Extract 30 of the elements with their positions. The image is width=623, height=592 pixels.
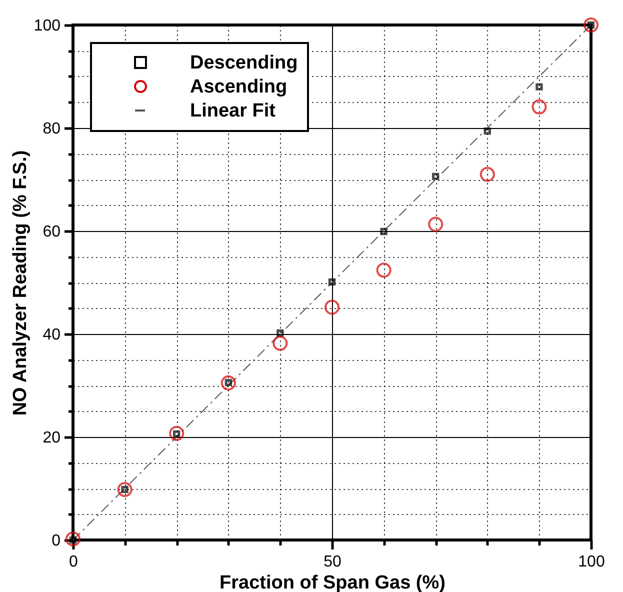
legend-label: Descending bbox=[190, 52, 298, 74]
y-tick-label: 80 bbox=[42, 120, 61, 138]
y-axis-title: NO Analyzer Reading (% F.S.) bbox=[10, 150, 31, 416]
point bbox=[484, 127, 491, 135]
x-tick-label: 50 bbox=[324, 554, 342, 570]
point bbox=[380, 228, 388, 236]
y-tick-label: 60 bbox=[42, 224, 61, 240]
point bbox=[428, 216, 444, 232]
x-tick-label: 100 bbox=[578, 554, 605, 570]
point bbox=[328, 278, 336, 286]
point bbox=[480, 166, 495, 182]
y-tick-label: 40 bbox=[42, 326, 61, 344]
point bbox=[583, 17, 599, 33]
point bbox=[220, 375, 236, 390]
legend-label: Linear Fit bbox=[190, 100, 276, 122]
point bbox=[324, 300, 340, 315]
point bbox=[272, 336, 288, 351]
point bbox=[276, 329, 284, 337]
point bbox=[117, 482, 132, 498]
y-tick-label: 100 bbox=[34, 18, 61, 34]
point bbox=[536, 83, 543, 90]
y-tick-label: 0 bbox=[52, 532, 61, 550]
y-tick-label: 20 bbox=[42, 430, 61, 446]
point bbox=[169, 426, 184, 441]
point bbox=[432, 172, 440, 180]
point bbox=[376, 262, 392, 278]
legend-label: Ascending bbox=[190, 76, 288, 98]
point bbox=[65, 531, 81, 546]
x-tick-label: 0 bbox=[69, 554, 78, 570]
point bbox=[532, 99, 547, 114]
